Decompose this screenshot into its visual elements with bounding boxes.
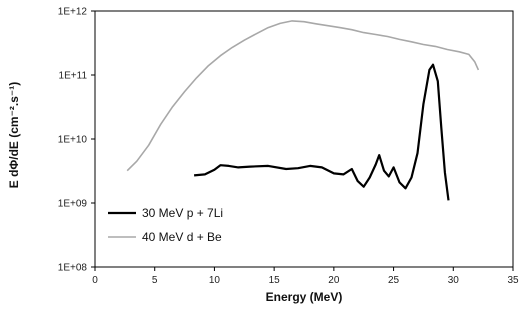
y-tick-label: 1E+08 <box>58 263 88 274</box>
y-axis: 1E+08 1E+09 1E+10 1E+11 1E+12 <box>58 7 95 274</box>
x-tick-label: 30 <box>448 275 460 286</box>
x-tick-label: 5 <box>152 275 158 286</box>
x-tick-label: 10 <box>209 275 221 286</box>
x-tick-label: 25 <box>388 275 400 286</box>
y-tick-label: 1E+11 <box>59 71 88 82</box>
x-tick-label: 15 <box>269 275 281 286</box>
x-axis-title: Energy (MeV) <box>266 290 343 304</box>
y-axis-title: E dΦ/dE (cm⁻².s⁻¹) <box>7 82 21 189</box>
y-tick-label: 1E+10 <box>58 135 88 146</box>
series-layer <box>126 20 480 201</box>
x-axis: 0 5 10 15 20 25 30 35 <box>92 267 519 286</box>
legend: 30 MeV p + 7Li 40 MeV d + Be <box>108 206 223 244</box>
series-line <box>126 20 480 172</box>
y-tick-label: 1E+12 <box>58 7 88 18</box>
legend-label: 40 MeV d + Be <box>142 230 222 244</box>
series-line <box>193 63 450 201</box>
x-tick-label: 0 <box>92 275 98 286</box>
x-tick-label: 35 <box>507 275 519 286</box>
legend-label: 30 MeV p + 7Li <box>142 206 223 220</box>
y-tick-label: 1E+09 <box>58 199 88 210</box>
x-tick-label: 20 <box>328 275 340 286</box>
